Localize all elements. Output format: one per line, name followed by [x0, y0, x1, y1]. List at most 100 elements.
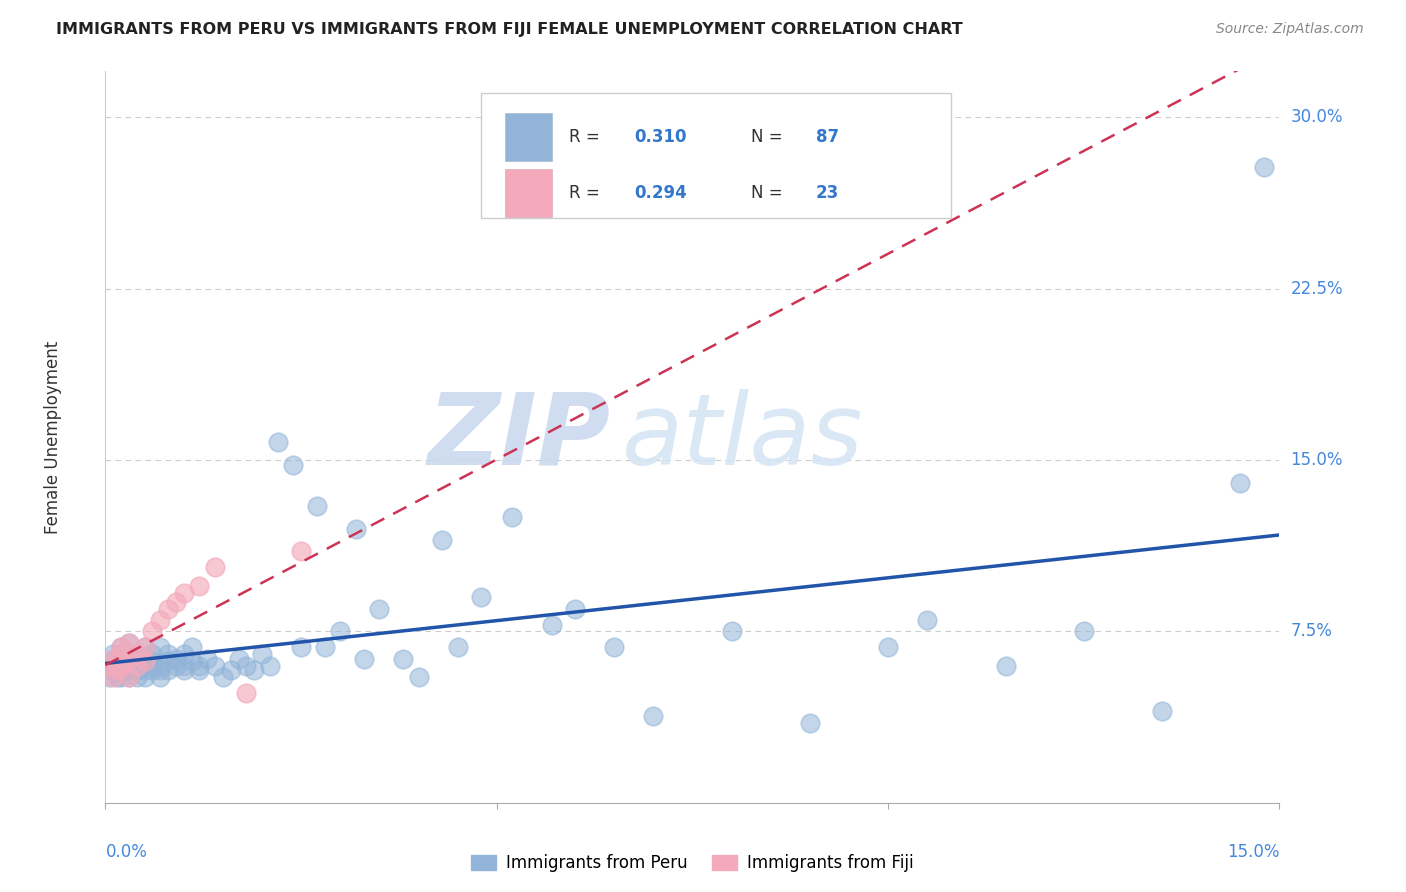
Point	[180, 640, 202, 655]
Text: 0.294: 0.294	[634, 184, 686, 202]
Point	[103, 658, 125, 673]
Point	[877, 640, 900, 655]
Text: 15.0%: 15.0%	[1291, 451, 1343, 469]
Point	[799, 715, 821, 730]
Point	[118, 654, 141, 668]
Point	[219, 663, 242, 677]
Point	[1253, 161, 1275, 175]
Point	[157, 601, 180, 615]
Point	[118, 636, 141, 650]
Point	[118, 652, 141, 666]
Bar	[505, 113, 551, 161]
Text: Source: ZipAtlas.com: Source: ZipAtlas.com	[1216, 22, 1364, 37]
Point	[165, 658, 187, 673]
Text: 0.310: 0.310	[634, 128, 686, 145]
Text: ZIP: ZIP	[427, 389, 610, 485]
Point	[105, 658, 128, 673]
Legend: Immigrants from Peru, Immigrants from Fiji: Immigrants from Peru, Immigrants from Fi…	[464, 847, 921, 879]
Point	[353, 652, 375, 666]
Text: R =: R =	[569, 128, 605, 145]
Point	[125, 658, 148, 673]
Point	[134, 652, 156, 666]
Point	[266, 434, 288, 449]
FancyBboxPatch shape	[481, 94, 950, 218]
Point	[994, 658, 1017, 673]
Point	[235, 658, 257, 673]
Point	[110, 640, 132, 655]
Point	[110, 647, 132, 661]
Point	[329, 624, 352, 639]
Point	[305, 499, 328, 513]
Point	[103, 652, 125, 666]
Point	[180, 654, 202, 668]
Point	[408, 670, 430, 684]
Text: N =: N =	[751, 128, 787, 145]
Point	[110, 640, 132, 655]
Point	[157, 663, 180, 677]
Point	[603, 640, 626, 655]
Point	[643, 709, 665, 723]
Point	[141, 663, 163, 677]
Text: 0.0%: 0.0%	[105, 843, 148, 861]
Point	[125, 647, 148, 661]
Point	[98, 658, 121, 673]
Point	[98, 670, 121, 684]
Text: 15.0%: 15.0%	[1227, 843, 1279, 861]
Text: N =: N =	[751, 184, 787, 202]
Point	[103, 654, 125, 668]
Point	[149, 640, 172, 655]
Point	[141, 654, 163, 668]
Point	[105, 670, 128, 684]
Text: Female Unemployment: Female Unemployment	[44, 341, 62, 533]
Point	[134, 658, 156, 673]
Point	[1229, 475, 1251, 490]
Point	[188, 658, 211, 673]
Point	[118, 647, 141, 661]
Point	[110, 663, 132, 677]
Point	[149, 658, 172, 673]
Point	[211, 670, 233, 684]
Point	[501, 510, 523, 524]
Point	[430, 533, 453, 547]
Point	[564, 601, 586, 615]
Point	[110, 670, 132, 684]
Point	[720, 624, 742, 639]
Point	[125, 670, 148, 684]
Point	[204, 560, 226, 574]
Point	[446, 640, 468, 655]
Point	[915, 613, 938, 627]
Point	[125, 658, 148, 673]
Point	[118, 670, 141, 684]
Point	[1073, 624, 1095, 639]
Point	[392, 652, 415, 666]
Point	[243, 663, 266, 677]
Point	[188, 579, 211, 593]
Point	[103, 670, 125, 684]
Point	[173, 663, 195, 677]
Point	[118, 636, 141, 650]
Point	[149, 663, 172, 677]
Point	[314, 640, 336, 655]
Point	[173, 658, 195, 673]
Text: 22.5%: 22.5%	[1291, 279, 1343, 298]
Point	[195, 652, 218, 666]
Point	[149, 613, 172, 627]
Point	[344, 521, 367, 535]
Point	[173, 647, 195, 661]
Point	[118, 670, 141, 684]
Point	[290, 640, 312, 655]
Point	[103, 647, 125, 661]
Point	[283, 458, 305, 472]
Point	[540, 617, 562, 632]
Point	[235, 686, 257, 700]
Point	[157, 647, 180, 661]
Point	[149, 670, 172, 684]
Point	[134, 640, 156, 655]
Text: 30.0%: 30.0%	[1291, 108, 1343, 126]
Text: R =: R =	[569, 184, 605, 202]
Text: atlas: atlas	[621, 389, 863, 485]
Point	[228, 652, 250, 666]
Point	[165, 652, 187, 666]
Point	[1150, 705, 1173, 719]
Point	[103, 663, 125, 677]
